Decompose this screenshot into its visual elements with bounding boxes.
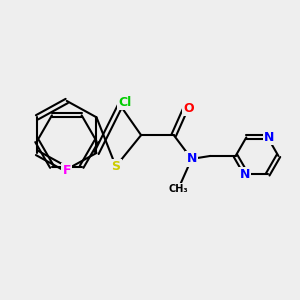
Text: O: O <box>183 102 194 115</box>
Text: S: S <box>111 160 120 173</box>
Text: N: N <box>186 152 197 165</box>
Text: N: N <box>264 131 274 144</box>
Text: F: F <box>62 164 71 177</box>
Text: N: N <box>240 168 250 181</box>
Text: CH₃: CH₃ <box>168 184 188 194</box>
Text: Cl: Cl <box>118 96 131 109</box>
